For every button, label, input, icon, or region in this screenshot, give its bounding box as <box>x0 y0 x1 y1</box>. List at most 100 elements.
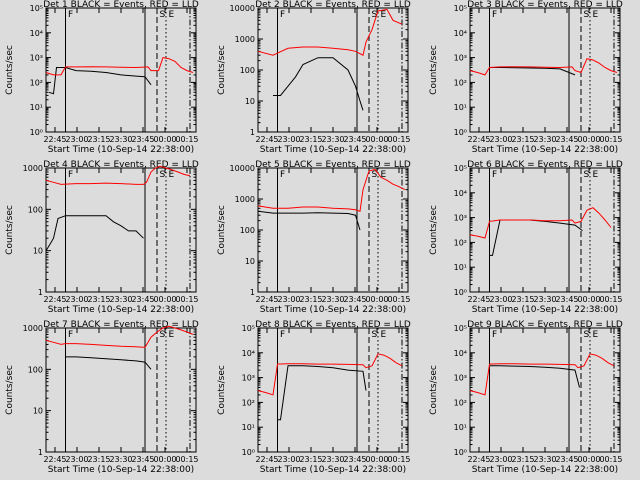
x-tick-label: 00:00 <box>153 135 176 144</box>
x-tick-label: 22:45 <box>43 135 66 144</box>
y-tick-label: 10³ <box>242 374 255 383</box>
panel-det-7: Det 7 BLACK = Events, RED = LLD Counts/se… <box>5 320 199 475</box>
y-tick-label: 10⁴ <box>454 189 467 198</box>
x-tick-label: 22:45 <box>255 295 278 304</box>
series-events <box>489 67 576 76</box>
panel-title: Det 6 BLACK = Events, RED = LLD <box>467 160 623 170</box>
marker-letter: S <box>160 330 166 340</box>
x-tick-label: 23:45 <box>555 455 578 464</box>
x-axis-label: Start Time (10-Sep-14 22:38:00) <box>260 465 406 475</box>
x-tick-label: 00:15 <box>387 295 410 304</box>
x-tick-label: 00:15 <box>175 135 198 144</box>
y-tick-label: 10² <box>30 78 43 87</box>
marker-letter: E <box>381 10 387 20</box>
y-tick-label: 10¹ <box>454 263 467 272</box>
x-tick-label: 23:15 <box>87 135 110 144</box>
series-events <box>65 356 152 370</box>
panel-title: Det 1 BLACK = Events, RED = LLD <box>43 0 199 10</box>
x-tick-label: 23:15 <box>511 295 534 304</box>
x-tick-label: 23:30 <box>533 455 556 464</box>
y-axis-label: Counts/sec <box>429 45 439 95</box>
y-axis-label: Counts/sec <box>5 205 15 255</box>
y-tick-label: 100 <box>240 226 255 235</box>
series-events <box>257 210 361 231</box>
marker-letter: E <box>169 10 175 20</box>
x-tick-label: 22:45 <box>255 455 278 464</box>
y-tick-label: 1000 <box>235 195 255 204</box>
y-tick-label: 1 <box>250 288 255 297</box>
y-axis-label: Counts/sec <box>217 365 227 415</box>
marker-letter: S <box>584 10 590 20</box>
y-tick-label: 10³ <box>454 54 467 63</box>
x-axis-label: Start Time (10-Sep-14 22:38:00) <box>472 145 618 155</box>
x-tick-label: 23:30 <box>533 295 556 304</box>
marker-letter: S <box>372 330 378 340</box>
y-tick-label: 10⁵ <box>30 4 43 13</box>
panel-det-8: Det 8 BLACK = Events, RED = LLD Counts/se… <box>217 320 411 475</box>
x-tick-label: 23:00 <box>65 135 88 144</box>
panel-det-6: Det 6 BLACK = Events, RED = LLD Counts/se… <box>429 160 623 315</box>
y-tick-label: 10² <box>242 398 255 407</box>
x-axis-label: Start Time (10-Sep-14 22:38:00) <box>260 305 406 315</box>
panel-det-3: Det 3 BLACK = Events, RED = LLD Counts/se… <box>429 0 623 155</box>
y-tick-label: 100 <box>240 66 255 75</box>
panel-title: Det 9 BLACK = Events, RED = LLD <box>467 320 623 330</box>
panel-det-4: Det 4 BLACK = Events, RED = LLD Counts/se… <box>5 160 199 315</box>
panel-det-9: Det 9 BLACK = Events, RED = LLD Counts/se… <box>429 320 623 475</box>
marker-letter: F <box>492 330 497 340</box>
marker-letter: E <box>593 170 599 180</box>
y-tick-label: 10 <box>245 97 255 106</box>
x-tick-label: 23:00 <box>489 295 512 304</box>
y-tick-label: 10⁰ <box>454 448 467 457</box>
x-axis-label: Start Time (10-Sep-14 22:38:00) <box>472 305 618 315</box>
x-axis-label: Start Time (10-Sep-14 22:38:00) <box>48 465 194 475</box>
y-tick-label: 10⁵ <box>242 324 255 333</box>
panel-det-5: Det 5 BLACK = Events, RED = LLD Counts/se… <box>217 160 411 315</box>
y-tick-label: 10³ <box>30 54 43 63</box>
x-tick-label: 00:15 <box>387 135 410 144</box>
panel-title: Det 2 BLACK = Events, RED = LLD <box>255 0 411 10</box>
x-tick-label: 00:15 <box>599 455 622 464</box>
x-tick-label: 23:45 <box>131 455 154 464</box>
panel-title: Det 4 BLACK = Events, RED = LLD <box>43 160 199 170</box>
panel-title: Det 7 BLACK = Events, RED = LLD <box>43 320 199 330</box>
x-tick-label: 00:00 <box>365 295 388 304</box>
y-tick-label: 10³ <box>454 374 467 383</box>
x-tick-label: 23:00 <box>65 295 88 304</box>
y-tick-label: 1000 <box>23 164 43 173</box>
y-tick-label: 10⁰ <box>242 448 255 457</box>
y-tick-label: 1 <box>38 288 43 297</box>
y-tick-label: 10¹ <box>454 423 467 432</box>
x-tick-label: 23:45 <box>343 455 366 464</box>
y-axis-label: Counts/sec <box>429 365 439 415</box>
y-tick-label: 10 <box>33 407 43 416</box>
x-tick-label: 23:45 <box>555 295 578 304</box>
x-tick-label: 22:45 <box>467 295 490 304</box>
series-lld <box>469 58 618 76</box>
series-lld <box>45 325 194 348</box>
x-axis-label: Start Time (10-Sep-14 22:38:00) <box>48 145 194 155</box>
x-tick-label: 23:30 <box>321 135 344 144</box>
marker-letter: E <box>381 170 387 180</box>
marker-letter: E <box>593 330 599 340</box>
x-tick-label: 00:00 <box>577 455 600 464</box>
x-tick-label: 23:15 <box>87 455 110 464</box>
x-tick-label: 00:15 <box>175 295 198 304</box>
plot-frame <box>257 327 409 453</box>
x-tick-label: 00:00 <box>577 135 600 144</box>
marker-letter: S <box>372 170 378 180</box>
x-tick-label: 00:15 <box>599 295 622 304</box>
x-tick-label: 00:15 <box>175 455 198 464</box>
x-axis-label: Start Time (10-Sep-14 22:38:00) <box>472 465 618 475</box>
x-tick-label: 23:15 <box>87 295 110 304</box>
series-lld <box>45 165 191 185</box>
x-tick-label: 22:45 <box>43 455 66 464</box>
x-tick-label: 22:45 <box>467 455 490 464</box>
panel-title: Det 3 BLACK = Events, RED = LLD <box>467 0 623 10</box>
x-axis-label: Start Time (10-Sep-14 22:38:00) <box>48 305 194 315</box>
marker-letter: E <box>593 10 599 20</box>
y-tick-label: 10² <box>454 78 467 87</box>
marker-letter: F <box>492 10 497 20</box>
marker-letter: F <box>280 170 285 180</box>
